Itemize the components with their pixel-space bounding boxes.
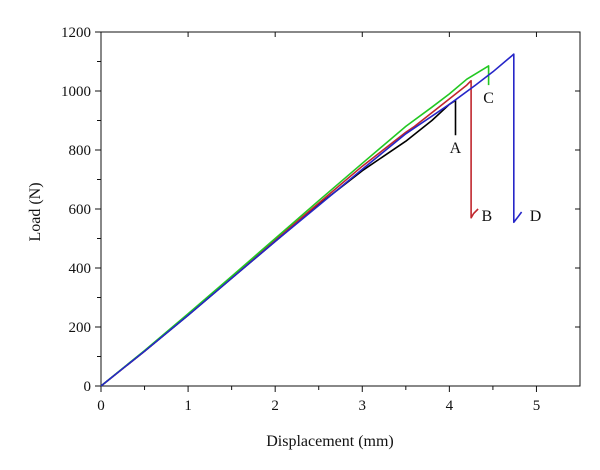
x-tick-label: 0 — [97, 398, 105, 414]
y-tick-label: 400 — [69, 261, 92, 277]
plot-frame — [100, 31, 581, 387]
x-tick-label: 4 — [446, 398, 454, 414]
curve-label-b: B — [481, 208, 492, 225]
curve-annotations: A B C D — [450, 90, 542, 225]
y-tick-label: 200 — [69, 320, 92, 336]
curve-label-a: A — [450, 140, 462, 157]
series-layer — [100, 53, 523, 387]
y-tick-label: 800 — [69, 143, 92, 159]
y-tick-label: 0 — [84, 379, 92, 395]
axis-ticks: 0 1 2 3 4 5 0 200 400 600 800 1000 1200 — [61, 25, 580, 414]
y-tick-label: 600 — [69, 202, 92, 218]
x-tick-label: 5 — [533, 398, 541, 414]
series-line-d — [100, 53, 523, 387]
plot-border — [100, 31, 581, 387]
curve-label-c: C — [483, 90, 494, 107]
y-tick-label: 1000 — [61, 84, 91, 100]
x-tick-label: 1 — [184, 398, 192, 414]
x-axis-title: Displacement (mm) — [266, 433, 394, 450]
x-tick-label: 3 — [359, 398, 367, 414]
x-tick-label: 2 — [271, 398, 279, 414]
y-tick-label: 1200 — [61, 25, 91, 41]
y-axis-title: Load (N) — [27, 182, 44, 241]
curve-label-d: D — [530, 208, 542, 225]
series-line-c — [100, 65, 490, 387]
